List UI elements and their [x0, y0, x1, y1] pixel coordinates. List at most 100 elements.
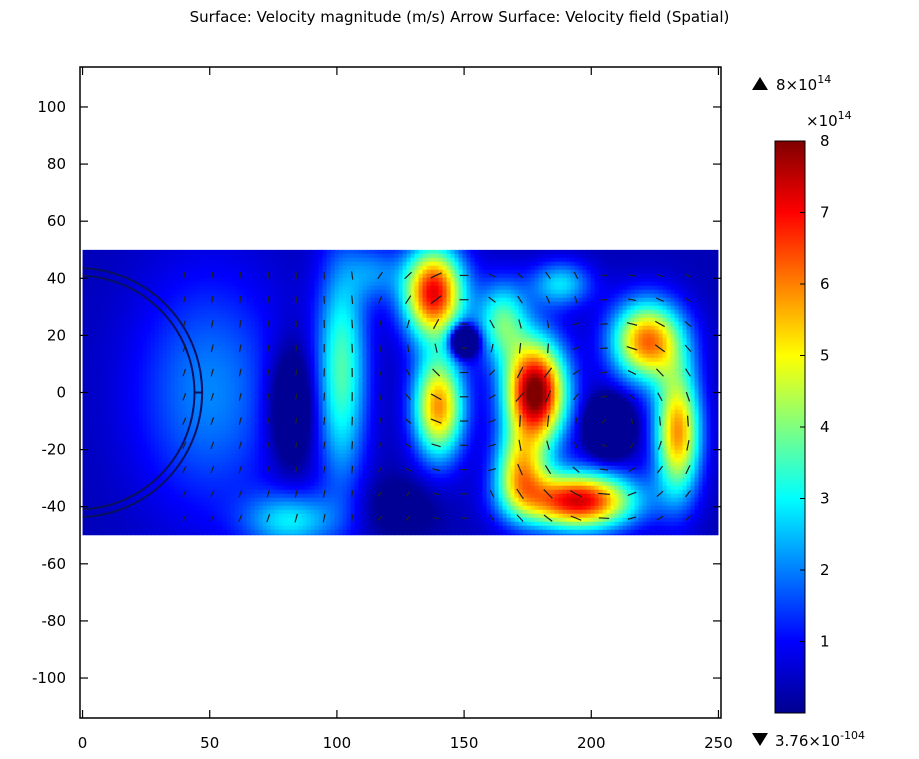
heatmap-cell [278, 389, 284, 395]
heatmap-cell [322, 449, 328, 455]
heatmap-cell [322, 481, 328, 487]
heatmap-cell [174, 385, 180, 391]
heatmap-cell [106, 389, 112, 395]
heatmap-cell [278, 325, 284, 331]
heatmap-cell [318, 393, 324, 399]
heatmap-cell [274, 501, 280, 507]
heatmap-cell [314, 361, 320, 367]
heatmap-cell [166, 453, 172, 459]
heatmap-cell [254, 445, 260, 451]
heatmap-cell [226, 457, 232, 463]
heatmap-cell [218, 393, 224, 399]
heatmap-cell [174, 525, 180, 531]
heatmap-cell [306, 477, 312, 483]
heatmap-cell [222, 489, 228, 495]
heatmap-cell [354, 297, 360, 303]
heatmap-cell [102, 437, 108, 443]
heatmap-cell [270, 285, 276, 291]
heatmap-cell [330, 377, 336, 383]
heatmap-cell [350, 329, 356, 335]
heatmap-cell [274, 257, 280, 263]
heatmap-cell [82, 505, 88, 511]
heatmap-cell [350, 353, 356, 359]
heatmap-cell [218, 529, 224, 535]
heatmap-cell [122, 301, 128, 307]
heatmap-cell [118, 529, 124, 535]
heatmap-cell [326, 493, 332, 499]
heatmap-cell [290, 337, 296, 343]
heatmap-cell [122, 465, 128, 471]
heatmap-cell [342, 349, 348, 355]
heatmap-cell [346, 321, 352, 327]
heatmap-cell [170, 293, 176, 299]
heatmap-cell [230, 361, 236, 367]
heatmap-cell [154, 437, 160, 443]
heatmap-cell [122, 321, 128, 327]
heatmap-cell [242, 529, 248, 535]
heatmap-cell [266, 281, 272, 287]
heatmap-cell [346, 489, 352, 495]
heatmap-cell [306, 285, 312, 291]
heatmap-cell [342, 249, 348, 255]
heatmap-cell [202, 265, 208, 271]
heatmap-cell [322, 289, 328, 295]
heatmap-cell [214, 385, 220, 391]
heatmap-cell [254, 413, 260, 419]
heatmap-cell [310, 485, 316, 491]
heatmap-cell [298, 449, 304, 455]
heatmap-cell [82, 449, 88, 455]
heatmap-cell [162, 253, 168, 259]
heatmap-cell [290, 309, 296, 315]
heatmap-cell [314, 493, 320, 499]
heatmap-cell [90, 469, 96, 475]
heatmap-cell [250, 501, 256, 507]
heatmap-cell [298, 393, 304, 399]
heatmap-cell [290, 477, 296, 483]
heatmap-cell [86, 441, 92, 447]
heatmap-cell [222, 317, 228, 323]
heatmap-cell [242, 481, 248, 487]
heatmap-cell [202, 353, 208, 359]
heatmap-cell [226, 329, 232, 335]
heatmap-cell [102, 413, 108, 419]
heatmap-cell [302, 469, 308, 475]
heatmap-cell [318, 277, 324, 283]
heatmap-cell [350, 397, 356, 403]
heatmap-cell [290, 317, 296, 323]
heatmap-cell [282, 381, 288, 387]
heatmap-cell [218, 265, 224, 271]
heatmap-cell [138, 385, 144, 391]
heatmap-cell [246, 373, 252, 379]
heatmap-cell [290, 485, 296, 491]
heatmap-cell [310, 325, 316, 331]
heatmap-cell [142, 497, 148, 503]
heatmap-cell [246, 369, 252, 375]
heatmap-cell [326, 393, 332, 399]
heatmap-cell [146, 349, 152, 355]
heatmap-cell [118, 293, 124, 299]
heatmap-cell [86, 481, 92, 487]
heatmap-cell [98, 321, 104, 327]
heatmap-cell [318, 485, 324, 491]
heatmap-cell [138, 405, 144, 411]
heatmap-cell [250, 317, 256, 323]
heatmap-cell [338, 473, 344, 479]
heatmap-cell [162, 513, 168, 519]
heatmap-cell [350, 521, 356, 527]
heatmap-cell [346, 353, 352, 359]
heatmap-cell [130, 429, 136, 435]
heatmap-cell [326, 377, 332, 383]
heatmap-cell [222, 385, 228, 391]
heatmap-cell [130, 473, 136, 479]
heatmap-cell [334, 353, 340, 359]
heatmap-cell [202, 329, 208, 335]
heatmap-cell [130, 433, 136, 439]
heatmap-cell [126, 353, 132, 359]
heatmap-cell [130, 445, 136, 451]
heatmap-cell [190, 397, 196, 403]
heatmap-cell [230, 401, 236, 407]
heatmap-cell [322, 309, 328, 315]
heatmap-cell [214, 329, 220, 335]
heatmap-cell [198, 333, 204, 339]
heatmap-cell [278, 365, 284, 371]
